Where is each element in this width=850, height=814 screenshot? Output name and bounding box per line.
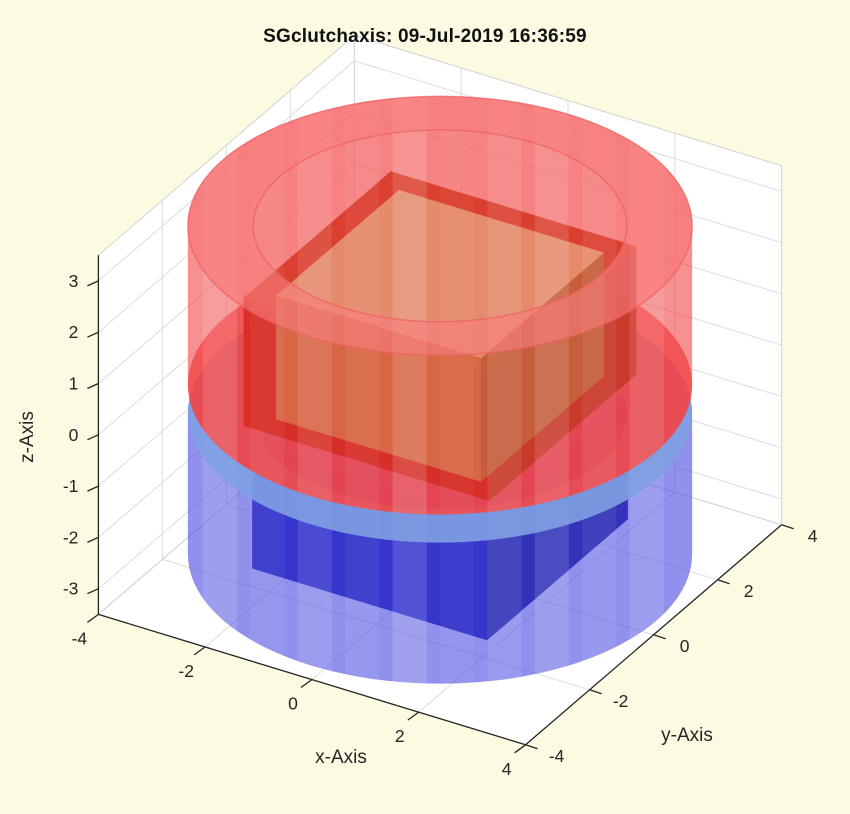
x-tick-mark (514, 744, 526, 754)
z-tick-mark (87, 382, 99, 390)
x-tick-label: -2 (178, 661, 194, 681)
z-tick-label: 3 (69, 271, 79, 291)
x-tick-mark (300, 678, 313, 689)
voxel-stripe (440, 96, 475, 515)
y-tick-label: 2 (744, 581, 754, 601)
clutch-solids (187, 95, 693, 684)
axis-lines (87, 255, 794, 754)
z-tick-mark (87, 485, 99, 492)
x-tick-label: 2 (395, 726, 405, 746)
voxel-stripe (487, 96, 522, 515)
voxel-stripe (392, 96, 427, 515)
upper-clutch-drum-front-wall (187, 96, 693, 515)
z-tick-mark (87, 588, 99, 595)
y-tick-label: -4 (549, 746, 565, 766)
y-tick-label: 0 (680, 636, 690, 656)
voxel-stripe (345, 96, 380, 515)
plot-title: SGclutchaxis: 09-Jul-2019 16:36:59 (263, 26, 587, 47)
y-tick-mark (525, 744, 538, 750)
x-tick-mark (87, 613, 99, 623)
z-tick-label: -2 (63, 527, 79, 547)
z-tick-label: 0 (69, 425, 79, 445)
tick-labels: -4 -2 0 2 4 -4 -2 0 2 4 -3 -2 -1 0 1 2 3 x-Axis y-Axis z-Ax… (17, 271, 818, 779)
z-tick-mark (87, 536, 99, 543)
x-tick-label: -4 (72, 628, 88, 648)
grid-line (354, 111, 782, 244)
z-tick-label: 1 (69, 374, 79, 394)
y-tick-label: 4 (808, 526, 818, 546)
y-tick-mark (653, 634, 666, 640)
x-tick-mark (193, 646, 206, 656)
x-axis-label: x-Axis (315, 747, 367, 768)
z-tick-label: -3 (63, 579, 79, 599)
y-axis-label: y-Axis (661, 725, 713, 746)
grid-line (162, 558, 590, 691)
x-tick-mark (407, 711, 420, 721)
z-tick-label: 2 (69, 322, 79, 342)
z-tick-mark (87, 280, 99, 287)
z-tick-label: -1 (63, 476, 79, 496)
y-tick-label: -2 (613, 691, 629, 711)
z-tick-mark (87, 331, 99, 338)
upper-clutch-rim-top (187, 95, 693, 357)
z-axis-label: z-Axis (17, 411, 38, 463)
y-tick-mark (589, 689, 602, 695)
y-tick-mark (781, 524, 794, 530)
x-tick-label: 0 (288, 694, 298, 714)
z-tick-mark (87, 434, 99, 441)
x-tick-label: 4 (502, 759, 512, 779)
y-tick-mark (717, 579, 730, 585)
